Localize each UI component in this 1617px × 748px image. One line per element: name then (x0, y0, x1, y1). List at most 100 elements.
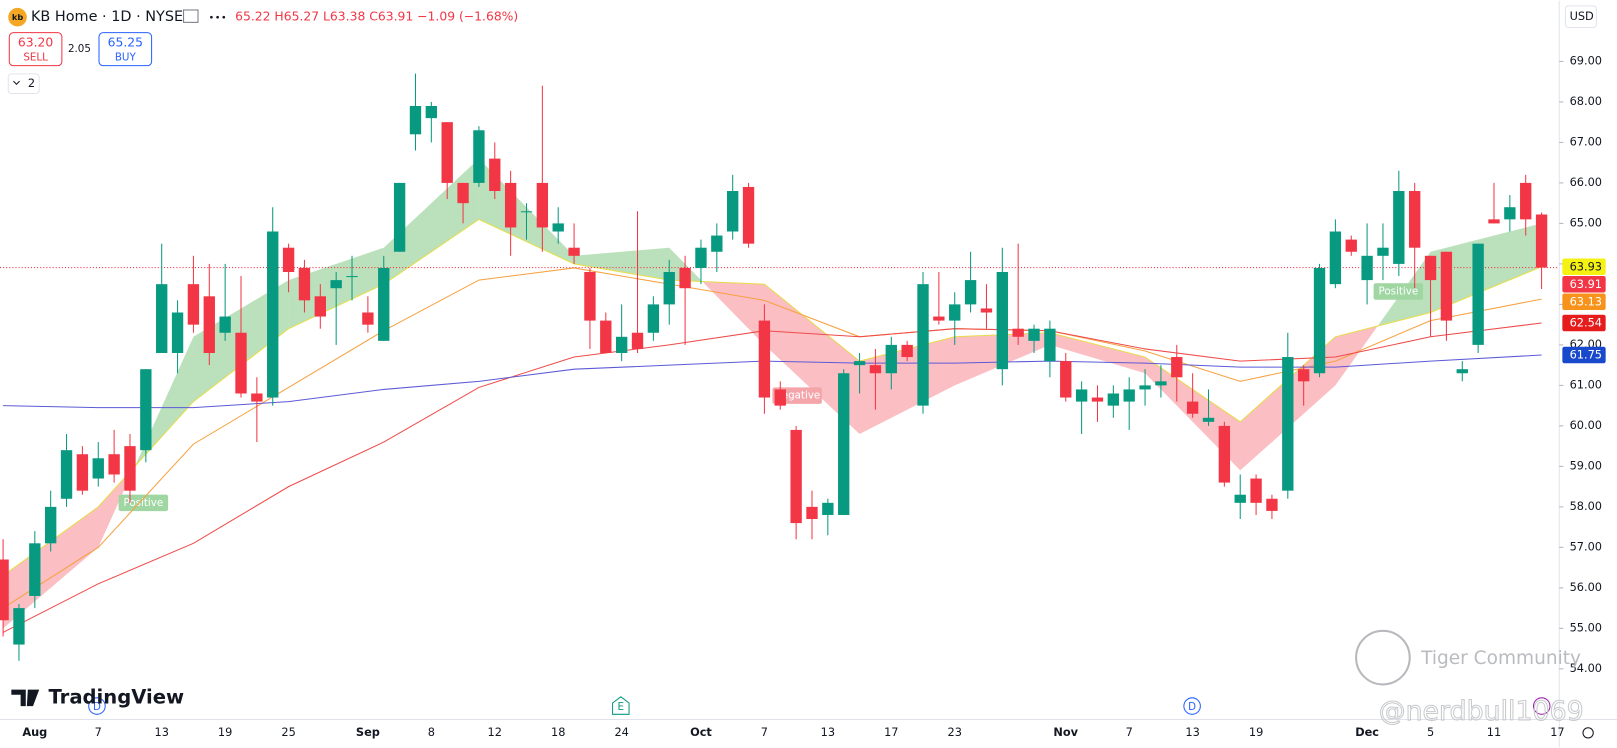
event-marker[interactable] (88, 697, 106, 715)
x-tick-label: 5 (1427, 725, 1434, 739)
candle-body (615, 336, 628, 353)
cloud (859, 336, 955, 434)
watermark-icon (1355, 629, 1411, 686)
event-marker[interactable] (1183, 697, 1201, 715)
x-tick-label: 24 (614, 725, 628, 739)
sell-label: SELL (23, 51, 48, 63)
x-tick-label: 7 (1126, 725, 1133, 739)
price-tag-label: 62.54 (1570, 316, 1602, 330)
logo-text: kb (12, 12, 23, 22)
candle-body (457, 182, 469, 204)
symbol[interactable]: KB Home · 1D · NYSE (31, 9, 183, 25)
candle-body (933, 316, 945, 321)
candle-body (822, 502, 834, 515)
candle-body (314, 296, 326, 317)
candle-body (251, 393, 263, 402)
candle-body (695, 247, 707, 268)
candle-body (520, 211, 533, 213)
candle-body (203, 296, 215, 353)
candle-body (1409, 191, 1421, 248)
candle-body (1218, 425, 1231, 483)
candle-body (282, 247, 295, 273)
candle-body (838, 373, 850, 515)
username: @nerdbull1069 (1379, 696, 1584, 727)
candle-body (124, 446, 136, 491)
x-tick-label: 19 (1249, 725, 1263, 739)
candle-body (1171, 357, 1183, 378)
candle-body (76, 454, 89, 491)
price-tag (1562, 346, 1606, 364)
candle-body (1535, 214, 1548, 268)
candle-body (140, 369, 152, 451)
candle-body (806, 506, 818, 520)
candle-body (1107, 393, 1120, 406)
price-tag-label: 63.91 (1570, 277, 1602, 291)
buy-price: 65.25 (108, 35, 143, 49)
x-tick-label: 7 (761, 725, 768, 739)
annotation-bg (118, 494, 169, 512)
price-tag (1562, 276, 1606, 293)
candle-body (742, 186, 755, 244)
candle-body (711, 235, 723, 252)
sell-button[interactable] (8, 32, 63, 67)
candle-body (235, 332, 247, 394)
candle-body (60, 450, 73, 499)
candle-body (1440, 251, 1453, 321)
more-icon[interactable] (216, 15, 219, 19)
currency-button[interactable] (1564, 5, 1597, 29)
candle-body (1504, 207, 1516, 220)
candle-body (885, 344, 897, 374)
candle-body (996, 272, 1008, 370)
indicator-toggle[interactable] (7, 73, 40, 95)
axes: 54.00 55.00 56.00 57.00 58.00 59.00 60.00 61.00… (22, 53, 1606, 739)
candle-body (1266, 498, 1278, 511)
y-tick-label: 61.00 (1570, 377, 1602, 391)
candle-body (917, 284, 929, 406)
candle-body (45, 506, 57, 544)
candle-body (568, 247, 580, 256)
currency: USD (1570, 9, 1594, 23)
event-marker[interactable] (612, 696, 630, 715)
x-tick-label: 19 (218, 725, 232, 739)
buy-button[interactable] (98, 32, 153, 67)
candle-body (600, 320, 612, 353)
candle-body (584, 272, 596, 321)
candle-body (679, 267, 691, 289)
sell-price: 63.20 (18, 35, 54, 49)
x-tick-label: 13 (821, 725, 835, 739)
tv-icon (11, 689, 40, 707)
ohlc-values: 65.22 H65.27 L63.38 C63.91 −1.09 (−1.68%… (235, 10, 518, 24)
x-tick-label: 23 (948, 725, 962, 739)
candle-body (1202, 417, 1215, 422)
x-tick-label: 8 (428, 725, 435, 739)
y-tick-label: 60.00 (1570, 418, 1602, 432)
candle-body (853, 361, 866, 366)
candle-body (727, 191, 739, 232)
candle-body (1075, 389, 1088, 402)
more-icon[interactable] (222, 15, 226, 19)
y-tick-label: 54.00 (1570, 661, 1602, 675)
x-tick-label: 17 (884, 725, 898, 739)
candle-body (1155, 381, 1167, 386)
y-tick-label: 58.00 (1570, 499, 1602, 513)
y-tick-label: 66.00 (1570, 175, 1602, 189)
y-tick-label: 56.00 (1570, 580, 1602, 594)
candle-body (1234, 494, 1246, 503)
candle-body (156, 284, 168, 353)
price-tag (1562, 258, 1606, 275)
y-tick-label: 55.00 (1570, 620, 1602, 634)
price-tag-label: 63.93 (1570, 259, 1602, 273)
candle-body (964, 280, 977, 305)
x-tick-label: 7 (95, 725, 102, 739)
settings-icon[interactable] (1582, 727, 1594, 739)
candle-body (346, 276, 358, 278)
candle-body (1044, 328, 1056, 362)
x-tick-label: 13 (1185, 725, 1199, 739)
candle-body (663, 272, 675, 305)
more-icon[interactable] (210, 15, 213, 19)
candle-body (29, 543, 41, 596)
compare-icon[interactable] (183, 9, 199, 23)
annotation: Positive (1379, 286, 1419, 298)
candle-body (1456, 369, 1468, 374)
candle-body (441, 122, 453, 183)
